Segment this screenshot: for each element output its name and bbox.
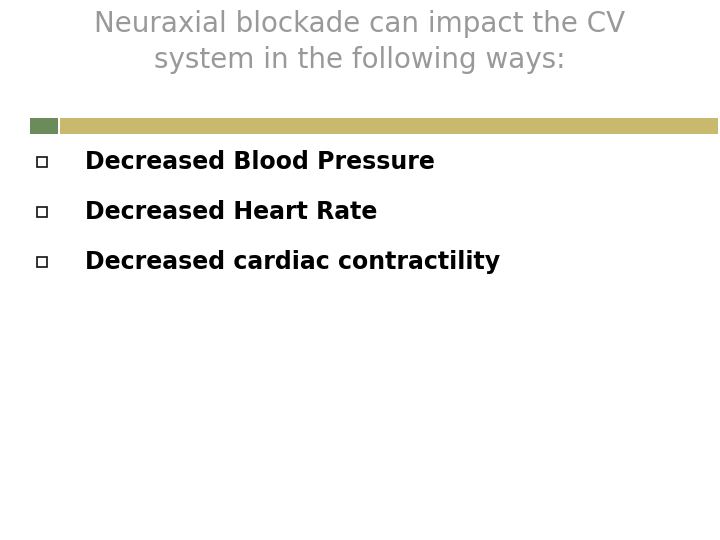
Bar bbox=[37, 257, 47, 267]
Bar bbox=[37, 157, 47, 167]
Text: Neuraxial blockade can impact the CV
system in the following ways:: Neuraxial blockade can impact the CV sys… bbox=[94, 10, 626, 73]
Bar bbox=[37, 207, 47, 217]
Text: Decreased Blood Pressure: Decreased Blood Pressure bbox=[85, 150, 435, 174]
Text: Decreased cardiac contractility: Decreased cardiac contractility bbox=[85, 250, 500, 274]
Text: Decreased Heart Rate: Decreased Heart Rate bbox=[85, 200, 377, 224]
Bar bbox=[60, 118, 718, 134]
Bar bbox=[30, 118, 58, 134]
